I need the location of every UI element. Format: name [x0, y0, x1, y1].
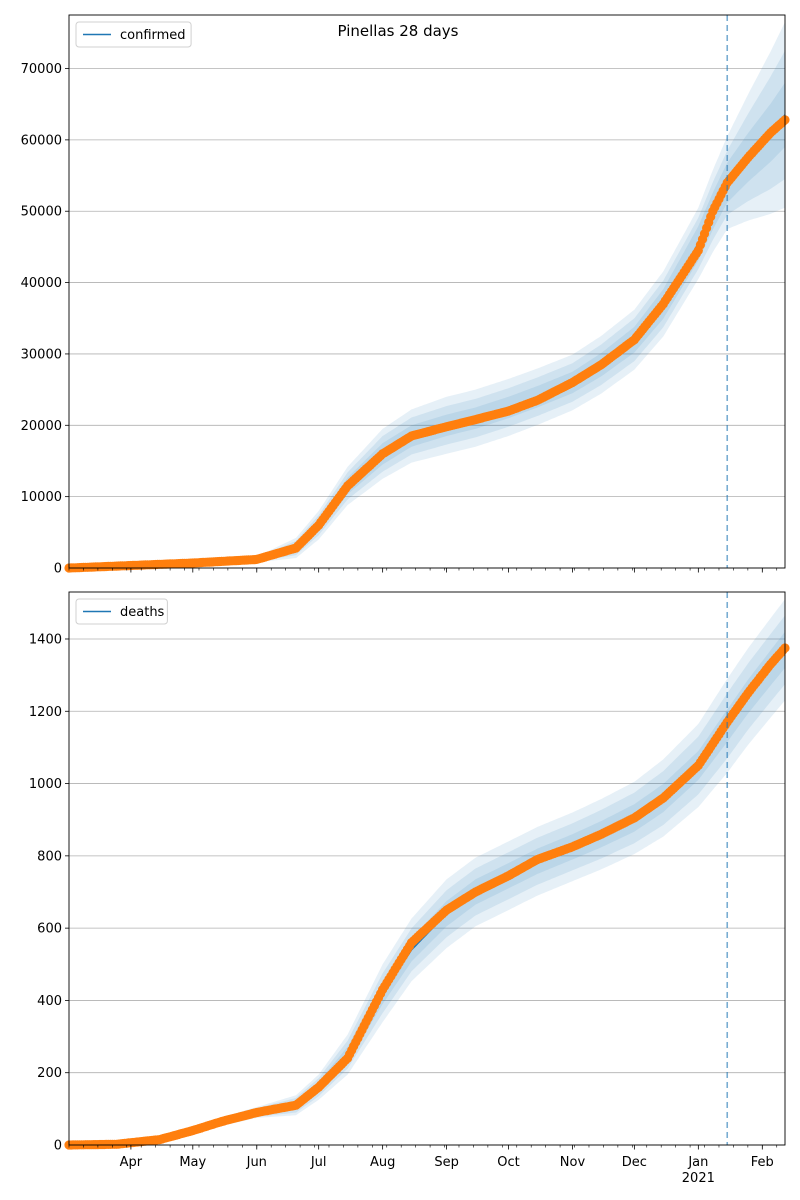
deaths-panel: 0 200 400 600 800 1000 1200 1400 Apr May Jun Jul Aug… — [29, 591, 790, 1186]
y-tick-label: 30000 — [21, 347, 62, 362]
y-tick-label: 1200 — [29, 705, 62, 720]
y-tick-label: 40000 — [21, 276, 62, 291]
y-tick-label: 1000 — [29, 777, 62, 792]
uncertainty-band-1 — [69, 50, 785, 568]
x-tick-sublabel: 2021 — [682, 1171, 715, 1186]
legend-box — [75, 21, 192, 48]
y-tick-label: 400 — [37, 994, 62, 1009]
x-tick-label: Oct — [497, 1155, 519, 1170]
y-tick-label: 70000 — [21, 62, 62, 77]
x-tick-label: Aug — [370, 1155, 395, 1170]
legend-box — [75, 598, 168, 625]
model-line — [68, 114, 786, 569]
legend-label: confirmed — [120, 28, 186, 43]
legend-label: deaths — [120, 605, 165, 620]
x-tick-label: Nov — [560, 1155, 586, 1170]
y-tick-label: 0 — [54, 562, 62, 577]
uncertainty-band-2 — [69, 599, 785, 1145]
x-tick-label: Jul — [310, 1155, 327, 1170]
y-tick-label: 50000 — [21, 205, 62, 220]
legend: deaths — [75, 598, 168, 625]
x-tick-label: Sep — [434, 1155, 459, 1170]
x-tick-label: Feb — [751, 1155, 774, 1170]
chart-title: Pinellas 28 days — [338, 22, 459, 40]
y-tick-label: 0 — [54, 1139, 62, 1154]
y-tick-label: 60000 — [21, 133, 62, 148]
x-tick-label: Jun — [246, 1155, 267, 1170]
y-tick-label: 10000 — [21, 490, 62, 505]
y-tick-label: 20000 — [21, 419, 62, 434]
model-line — [69, 649, 786, 1146]
x-tick-label: Jan — [687, 1155, 708, 1170]
uncertainty-band-0 — [69, 631, 785, 1145]
confirmed-panel: 0 10000 20000 30000 40000 50000 60000 70000 conf… — [21, 14, 790, 577]
y-tick-label: 1400 — [29, 632, 62, 647]
y-tick-label: 800 — [37, 849, 62, 864]
observed-series — [64, 115, 790, 573]
observed-series — [64, 643, 790, 1150]
uncertainty-band-1 — [69, 615, 785, 1145]
axes-frame — [68, 14, 786, 569]
x-tick-label: Apr — [120, 1155, 143, 1170]
y-tick-label: 200 — [37, 1066, 62, 1081]
x-tick-label: Dec — [622, 1155, 647, 1170]
legend: confirmed — [75, 21, 192, 48]
y-tick-label: 600 — [37, 922, 62, 937]
uncertainty-band-0 — [69, 82, 785, 569]
axes-frame — [68, 591, 786, 1146]
x-tick-label: May — [179, 1155, 206, 1170]
